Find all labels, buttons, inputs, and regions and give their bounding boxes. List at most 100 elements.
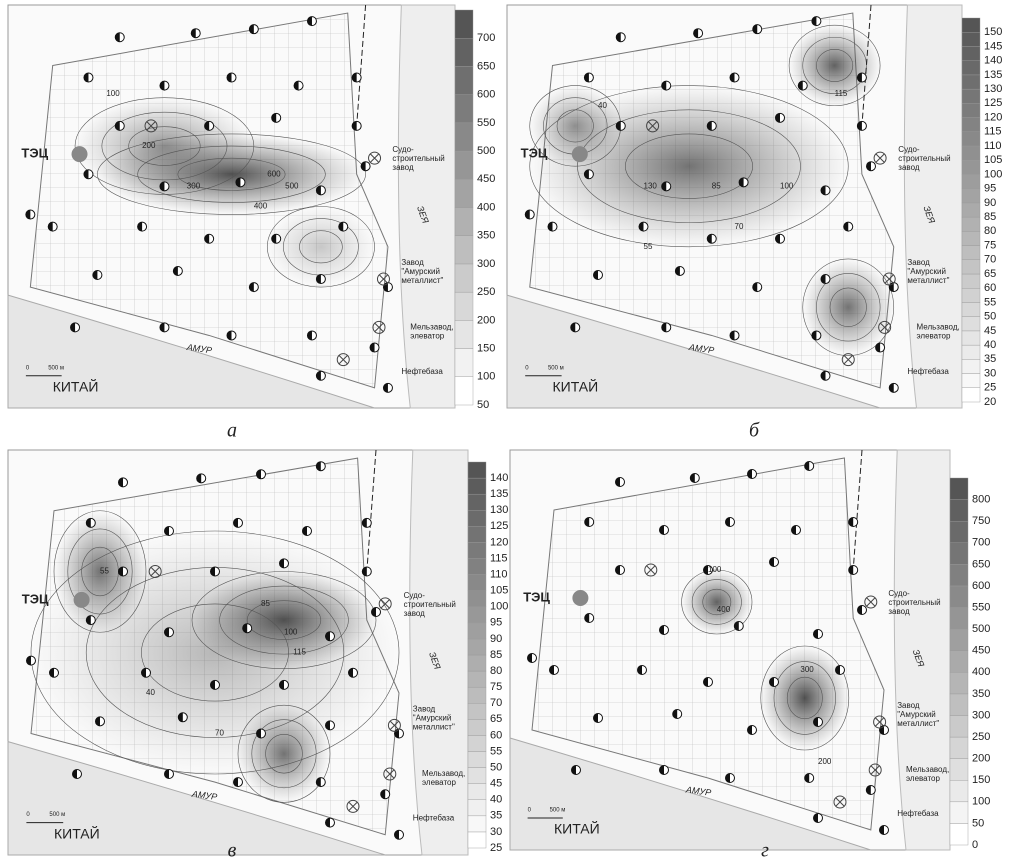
- point-half: [813, 717, 818, 727]
- point-half: [26, 656, 31, 666]
- point-half: [316, 185, 321, 195]
- sample-point: [72, 769, 82, 779]
- sample-point: [811, 330, 822, 341]
- sample-point: [571, 765, 581, 775]
- point-half: [325, 720, 330, 730]
- sample-point: [26, 655, 36, 666]
- site-label: Мельзавод,: [410, 323, 453, 332]
- point-half: [769, 557, 774, 567]
- sample-point: [835, 665, 845, 675]
- colorbar-label: 105: [984, 154, 1002, 166]
- sample-point: [204, 233, 215, 244]
- point-half: [775, 113, 780, 123]
- colorbar-cell: [454, 263, 474, 293]
- colorbar-label: 120: [490, 536, 508, 548]
- sample-point: [325, 631, 335, 642]
- colorbar-cell: [949, 801, 969, 824]
- contour-label: 85: [261, 599, 270, 608]
- pollution-source: [368, 151, 382, 165]
- colorbar-label: 110: [984, 140, 1002, 152]
- sample-point: [210, 679, 220, 690]
- sample-point: [856, 72, 867, 83]
- sample-point: [848, 517, 859, 527]
- colorbar-label: 100: [984, 168, 1002, 180]
- contour-line: [191, 571, 377, 670]
- colorbar-label: 150: [972, 774, 990, 786]
- pollution-source: [376, 272, 390, 286]
- railway: [861, 4, 872, 126]
- point-half: [813, 629, 818, 639]
- point-half: [173, 266, 178, 276]
- point-half: [361, 161, 366, 171]
- site-label: Завод: [907, 258, 930, 267]
- scale-label: 0: [26, 365, 30, 371]
- colorbar-label: 750: [972, 515, 990, 527]
- colorbar-cell: [454, 348, 474, 377]
- sample-point: [85, 615, 96, 626]
- point-half: [571, 765, 576, 775]
- colorbar-label: 140: [984, 55, 1002, 67]
- colorbar-cell: [949, 650, 969, 673]
- contour-line: [30, 530, 400, 775]
- point-half: [256, 729, 261, 738]
- point-half: [584, 517, 590, 527]
- colorbar-label: 80: [984, 225, 996, 237]
- point-half: [661, 322, 667, 332]
- sample-point: [775, 112, 785, 123]
- colorbar-label: 650: [972, 558, 990, 570]
- point-half: [548, 222, 553, 232]
- colorbar-cell: [961, 245, 981, 260]
- colorbar-label: 30: [490, 826, 502, 838]
- contour-line: [556, 109, 594, 143]
- contour-line: [816, 273, 881, 342]
- point-half: [316, 461, 321, 471]
- point-half: [791, 525, 796, 535]
- pollution-source: [387, 718, 401, 732]
- panel-caption: в: [228, 840, 237, 862]
- tec-marker: [571, 146, 588, 163]
- contour-field: [760, 646, 849, 750]
- point-half: [362, 518, 367, 528]
- point-half: [661, 81, 667, 91]
- contour-line: [529, 85, 849, 248]
- point-half: [83, 73, 89, 83]
- colorbar-label: 25: [490, 842, 502, 854]
- point-half: [690, 473, 695, 483]
- sample-point: [118, 477, 128, 488]
- colorbar-label: 550: [972, 601, 990, 613]
- pollution-source: [833, 795, 847, 809]
- pollution-source: [868, 763, 882, 777]
- site-label: Нефтебаза: [401, 367, 443, 376]
- sample-point: [137, 221, 148, 232]
- point-half: [271, 113, 277, 123]
- contour-line: [702, 588, 732, 616]
- colorbar-cell: [961, 88, 981, 104]
- sample-point: [210, 566, 220, 577]
- colorbar-cell: [961, 216, 981, 232]
- pollution-source: [378, 597, 392, 611]
- colorbar-label: 250: [477, 286, 495, 298]
- sample-point: [338, 221, 349, 232]
- colorbar-label: 145: [984, 40, 1002, 52]
- sample-point: [747, 725, 757, 735]
- colorbar-cell: [949, 672, 969, 695]
- sample-point: [797, 80, 808, 91]
- point-half: [659, 765, 664, 775]
- contour-label: 130: [644, 181, 658, 190]
- point-half: [848, 565, 854, 575]
- colorbar-cell: [961, 373, 981, 388]
- sample-point: [879, 725, 889, 735]
- colorbar-cell: [961, 202, 981, 218]
- colorbar-label: 100: [490, 601, 508, 613]
- point-half: [693, 28, 699, 38]
- colorbar-label: 0: [972, 839, 978, 851]
- colorbar-cell: [961, 103, 981, 118]
- contour-field: [529, 85, 621, 167]
- colorbar-cell: [467, 558, 487, 575]
- sample-point: [638, 221, 649, 232]
- colorbar-cell: [454, 94, 474, 124]
- tec-label: ТЭЦ: [523, 589, 550, 604]
- country-label: КИТАЙ: [53, 378, 99, 395]
- sample-point: [659, 765, 669, 775]
- contour-label: 70: [735, 222, 744, 231]
